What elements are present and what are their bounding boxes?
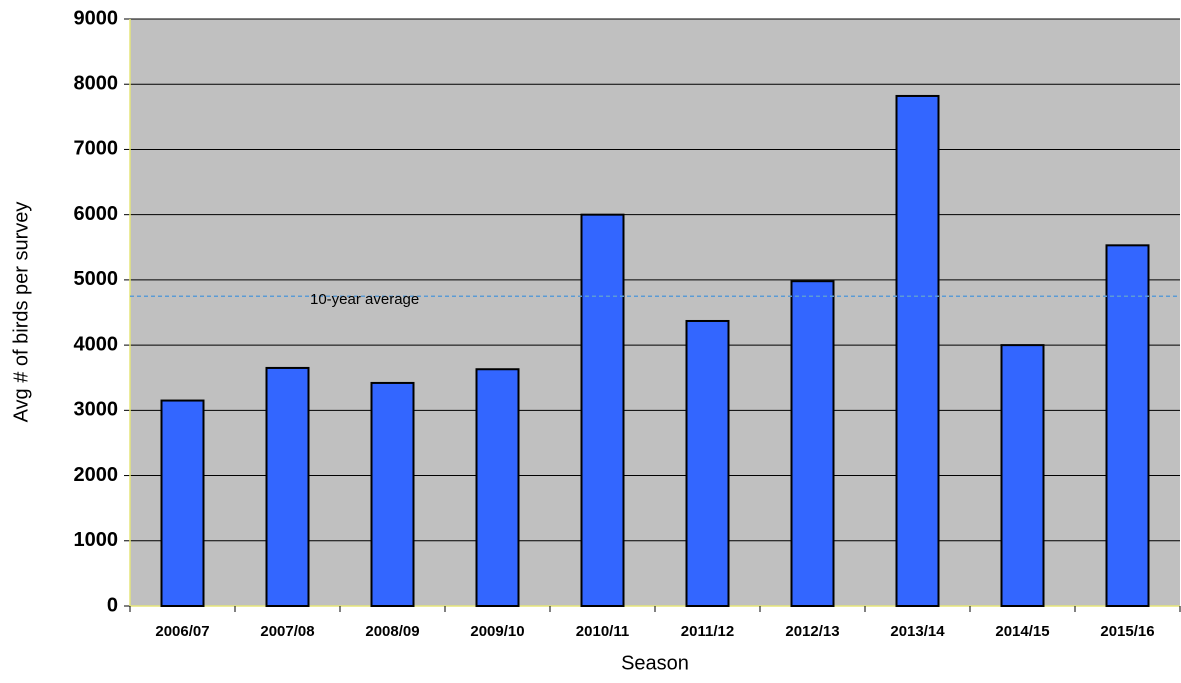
x-tick-label: 2006/07 xyxy=(155,623,209,640)
x-tick-label: 2012/13 xyxy=(785,623,839,640)
y-tick-label: 1000 xyxy=(74,529,119,551)
x-tick-label: 2009/10 xyxy=(470,623,524,640)
x-tick-label: 2010/11 xyxy=(576,623,629,640)
bar xyxy=(265,366,310,608)
bar xyxy=(790,280,835,607)
x-tick-label: 2013/14 xyxy=(890,623,945,640)
bar xyxy=(685,319,730,607)
y-tick-label: 2000 xyxy=(74,464,119,486)
reference-label: 10-year average xyxy=(310,291,419,308)
x-tick-label: 2014/15 xyxy=(995,623,1049,640)
x-tick-label: 2007/08 xyxy=(260,623,314,640)
y-tick-label: 6000 xyxy=(74,203,119,225)
x-tick-label: 2015/16 xyxy=(1100,623,1154,640)
x-axis-title: Season xyxy=(621,652,689,674)
bar xyxy=(475,368,520,608)
bar xyxy=(1105,244,1150,607)
y-tick-label: 5000 xyxy=(74,268,119,290)
x-tick-label: 2008/09 xyxy=(365,623,419,640)
bar xyxy=(160,399,205,607)
y-tick-label: 3000 xyxy=(74,399,119,421)
bar xyxy=(895,94,940,607)
bar xyxy=(370,381,415,607)
bar xyxy=(580,213,625,608)
y-axis-title: Avg # of birds per survey xyxy=(10,202,32,423)
bar xyxy=(1000,344,1045,607)
y-tick-label: 0 xyxy=(107,594,118,616)
y-tick-label: 9000 xyxy=(74,7,119,29)
y-tick-label: 8000 xyxy=(74,73,119,95)
y-tick-label: 7000 xyxy=(74,138,119,160)
x-tick-label: 2011/12 xyxy=(681,623,734,640)
y-tick-label: 4000 xyxy=(74,333,119,355)
